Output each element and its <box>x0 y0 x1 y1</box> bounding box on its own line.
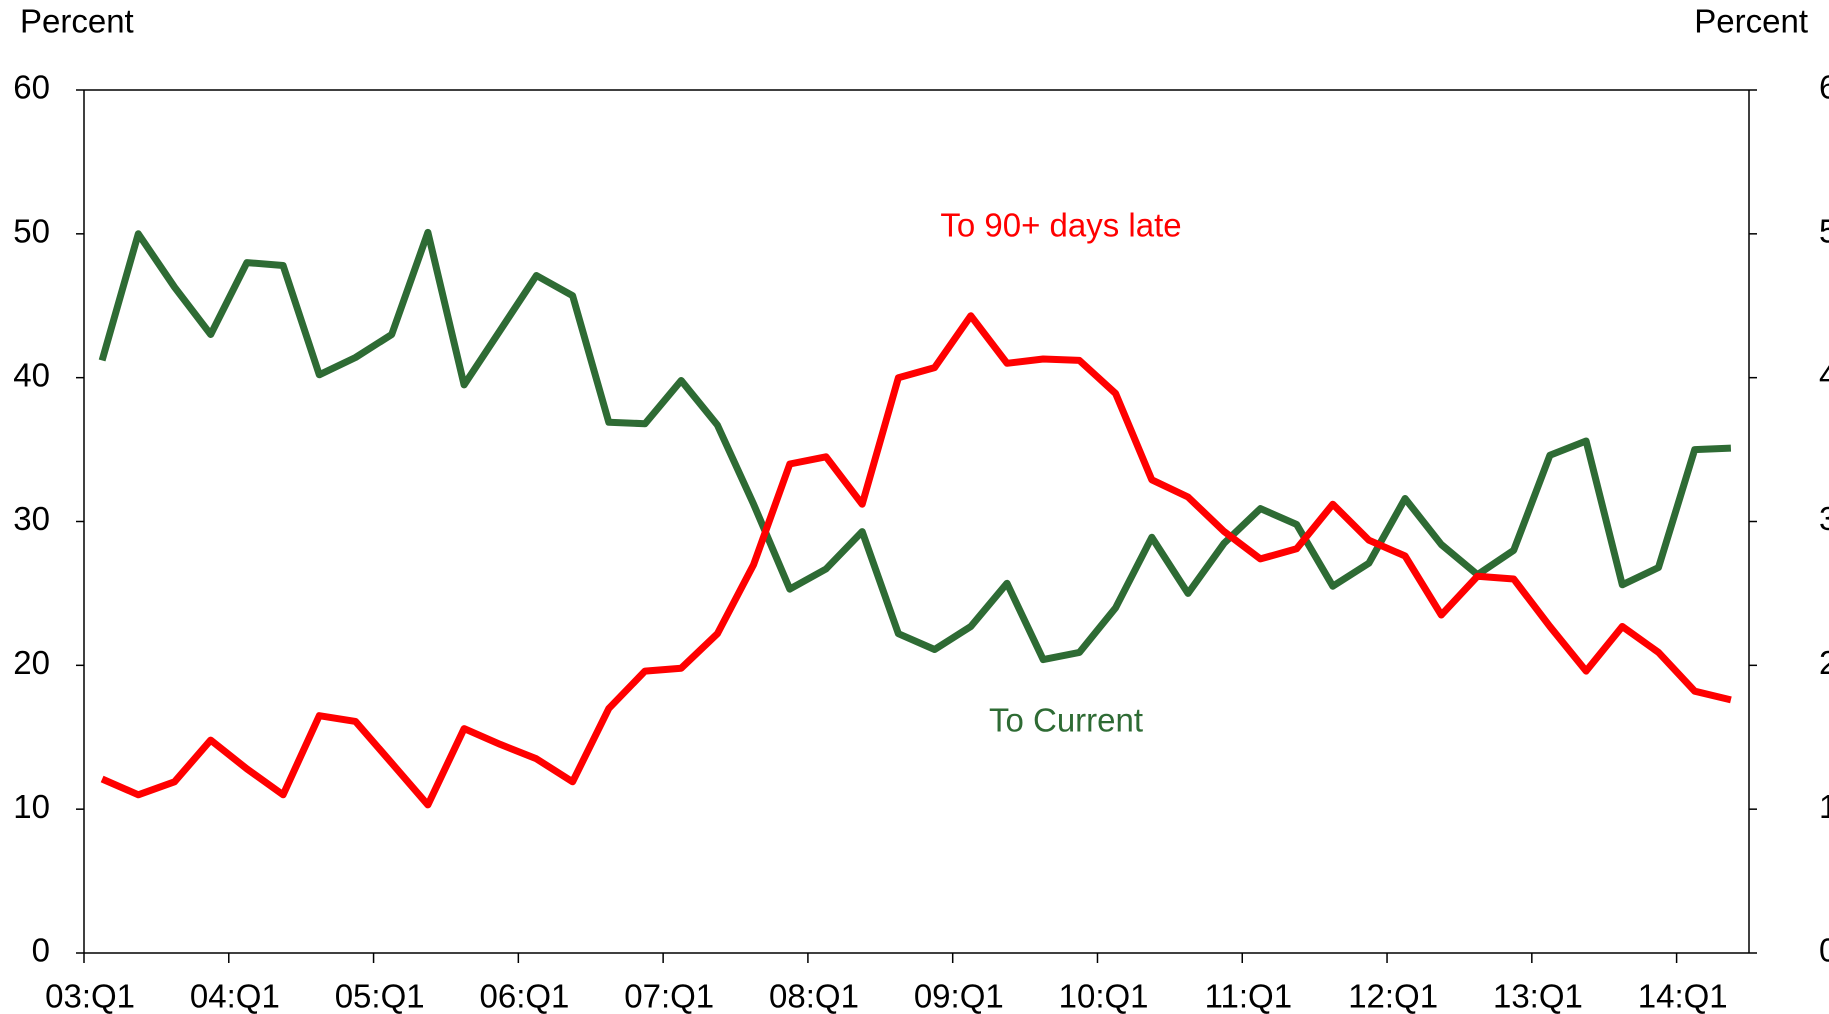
data-line <box>100 312 1732 809</box>
y2-tick-label: 50 <box>1819 213 1829 250</box>
x-tick-label: 14:Q1 <box>1638 978 1728 1014</box>
x-tick-label: 07:Q1 <box>624 978 714 1014</box>
y2-tick-label: 20 <box>1819 644 1829 681</box>
x-tick-label: 12:Q1 <box>1348 978 1438 1014</box>
x-tick-label: 09:Q1 <box>914 978 1004 1014</box>
y-axis-label: Percent <box>20 3 134 40</box>
y-tick-label: 60 <box>13 69 50 106</box>
x-tick-label: 10:Q1 <box>1059 978 1149 1014</box>
y2-tick-label: 40 <box>1819 356 1829 393</box>
series-label: To 90+ days late <box>940 207 1181 244</box>
y-tick-label: 40 <box>13 356 50 393</box>
x-tick-label: 11:Q1 <box>1205 978 1292 1014</box>
y2-tick-label: 30 <box>1819 500 1829 537</box>
data-line <box>98 228 1732 664</box>
series-label: To Current <box>989 702 1143 739</box>
y2-tick-label: 60 <box>1819 69 1829 106</box>
x-tick-label: 05:Q1 <box>335 978 425 1014</box>
x-tick-label: 13:Q1 <box>1493 978 1583 1014</box>
x-tick-label: 03:Q1 <box>45 978 135 1014</box>
y2-axis-label: Percent <box>1694 3 1808 40</box>
y-tick-label: 50 <box>13 213 50 250</box>
y2-tick-label: 10 <box>1819 788 1829 825</box>
x-tick-label: 06:Q1 <box>479 978 569 1014</box>
y2-tick-label: 0 <box>1819 932 1829 969</box>
y-tick-label: 20 <box>13 644 50 681</box>
x-tick-label: 04:Q1 <box>190 978 280 1014</box>
y-tick-label: 30 <box>13 500 50 537</box>
y-tick-label: 0 <box>32 932 50 969</box>
x-tick-label: 08:Q1 <box>769 978 859 1014</box>
y-tick-label: 10 <box>13 788 50 825</box>
